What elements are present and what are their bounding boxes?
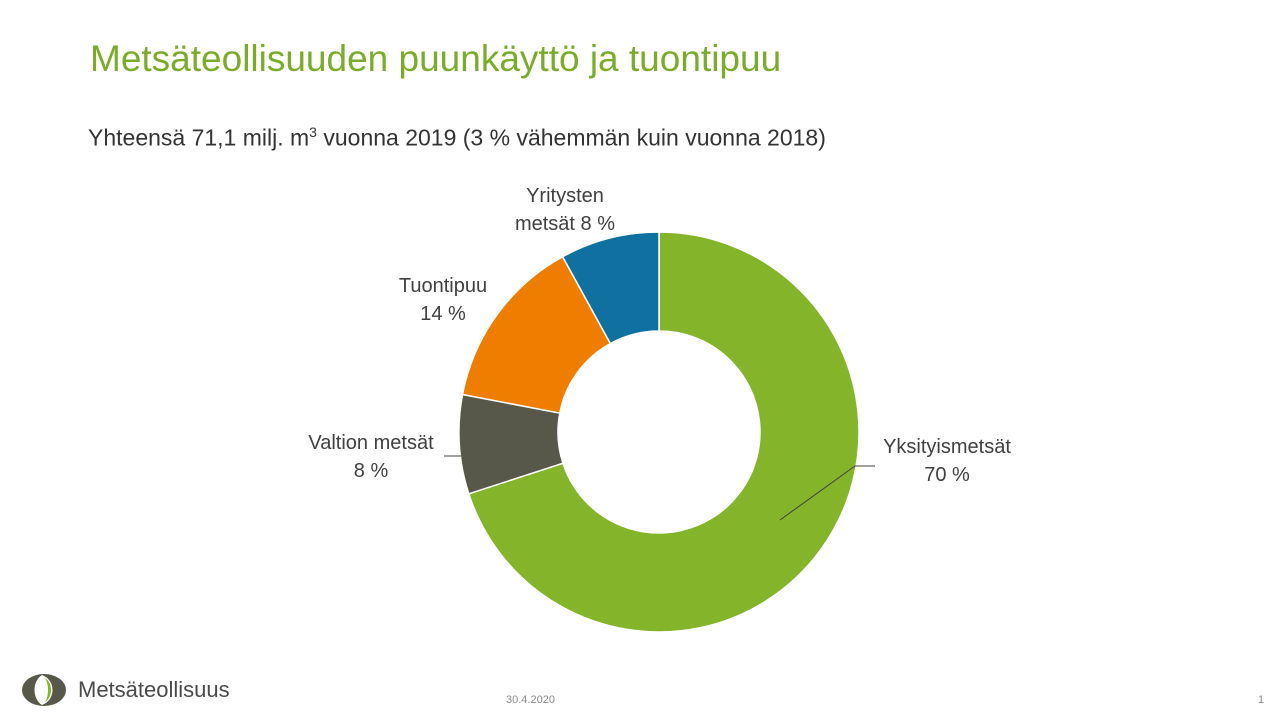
logo-text: Metsäteollisuus xyxy=(78,677,230,702)
data-label: Tuontipuu 14 % xyxy=(399,275,487,325)
data-label: Yritysten metsät 8 % xyxy=(515,185,615,235)
slide-title: Metsäteollisuuden puunkäyttö ja tuontipu… xyxy=(90,38,782,79)
leaf-logo-icon xyxy=(22,674,66,706)
data-label-line: 70 % xyxy=(924,464,970,486)
data-label-line: 8 % xyxy=(354,460,389,482)
company-logo: Metsäteollisuus xyxy=(20,672,230,708)
subtitle-text-start: Yhteensä 71,1 milj. m xyxy=(88,124,310,151)
slide-subtitle: Yhteensä 71,1 milj. m3 vuonna 2019 (3 % … xyxy=(88,124,826,152)
leader-line xyxy=(779,465,875,521)
data-label-line: Yritysten xyxy=(526,185,604,207)
subtitle-superscript: 3 xyxy=(309,124,317,140)
slice-yksityismetsät xyxy=(467,231,860,633)
data-label-line: Yksityismetsät xyxy=(883,436,1011,458)
subtitle-text-end: vuonna 2019 (3 % vähemmän kuin vuonna 20… xyxy=(316,124,826,151)
data-label: Valtion metsät 8 % xyxy=(308,432,434,482)
data-label: Yksityismetsät 70 % xyxy=(883,436,1011,486)
footer-date: 30.4.2020 xyxy=(506,694,555,706)
slice-yritysten-metsät xyxy=(561,231,660,345)
data-label-line: metsät 8 % xyxy=(515,213,615,235)
data-label-line: Valtion metsät xyxy=(308,432,434,454)
data-label-line: 14 % xyxy=(420,303,466,325)
page-number: 1 xyxy=(1258,694,1265,706)
data-label-line: Tuontipuu xyxy=(399,275,487,297)
